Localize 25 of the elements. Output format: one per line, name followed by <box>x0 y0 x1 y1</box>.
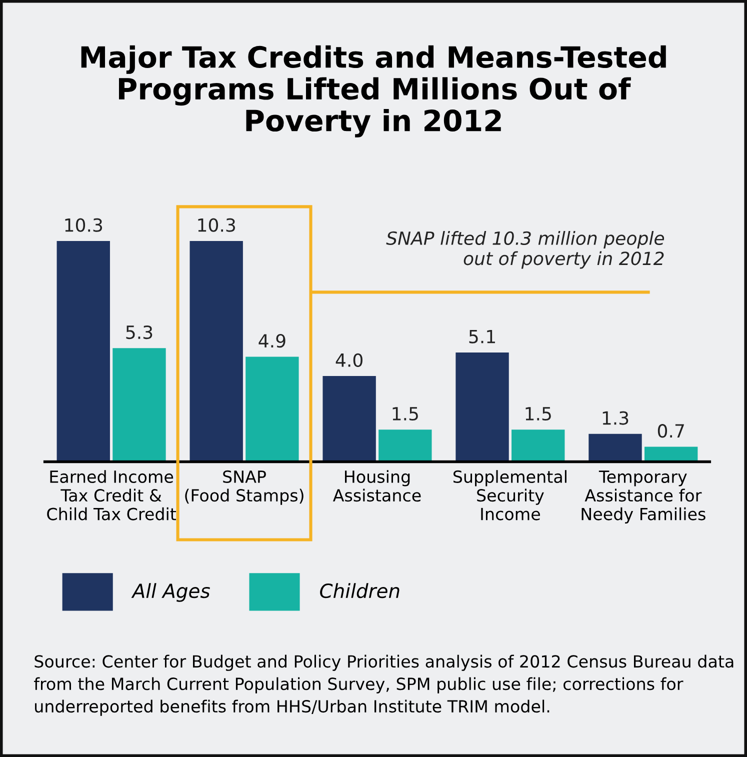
x-tick-label: Earned Income Tax Credit & Child Tax Credit <box>47 470 176 520</box>
bar <box>56 240 110 462</box>
data-label: 1.5 <box>526 407 551 421</box>
legend-label: Children <box>320 583 400 598</box>
x-tick-label: Temporary Assistance for Needy Families <box>582 470 706 524</box>
annotation: SNAP lifted 10.3 million people out of poverty in 2012 <box>386 231 664 269</box>
data-label: 1.3 <box>602 411 628 425</box>
bar <box>456 352 509 462</box>
bar <box>588 434 642 462</box>
chart-title: Major Tax Credits and Means-Tested Programs Lifted Millions Out of Poverty in 2012 <box>81 45 666 138</box>
bar <box>644 446 698 462</box>
data-label: 5.3 <box>126 325 152 340</box>
data-label: 5.1 <box>469 330 495 344</box>
x-tick-label: Housing Assistance <box>332 470 421 502</box>
bar <box>378 430 432 462</box>
bar <box>322 376 376 462</box>
source-note: Source: Center for Budget and Policy Priorities analysis of 2012 Census Bureau data from the March Current Population Survey, SPM public use file; corrections for underreported benefits from HHS/Urban Institute TRIM model. <box>34 654 734 716</box>
data-label: 0.7 <box>658 424 684 438</box>
bar <box>112 348 166 462</box>
data-label: 4.0 <box>336 353 362 367</box>
data-label: 1.5 <box>392 407 418 421</box>
data-label: 10.3 <box>65 218 102 232</box>
legend-label: All Ages <box>131 583 210 602</box>
x-tick-label: Supplemental Security Income <box>453 470 566 520</box>
bar <box>512 430 565 462</box>
